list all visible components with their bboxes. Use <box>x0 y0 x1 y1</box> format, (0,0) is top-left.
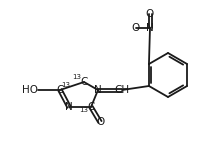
Text: N: N <box>65 102 73 112</box>
Text: 13: 13 <box>61 82 71 88</box>
Text: 13: 13 <box>73 74 81 80</box>
Text: CH: CH <box>114 85 130 95</box>
Text: C: C <box>80 77 88 87</box>
Text: C: C <box>87 102 95 112</box>
Text: O: O <box>132 23 140 33</box>
Text: O: O <box>96 117 104 127</box>
Text: N: N <box>94 85 102 95</box>
Text: C: C <box>56 85 64 95</box>
Text: 13: 13 <box>80 107 88 113</box>
Text: HO: HO <box>22 85 38 95</box>
Text: O: O <box>146 9 154 19</box>
Text: N: N <box>146 23 154 33</box>
